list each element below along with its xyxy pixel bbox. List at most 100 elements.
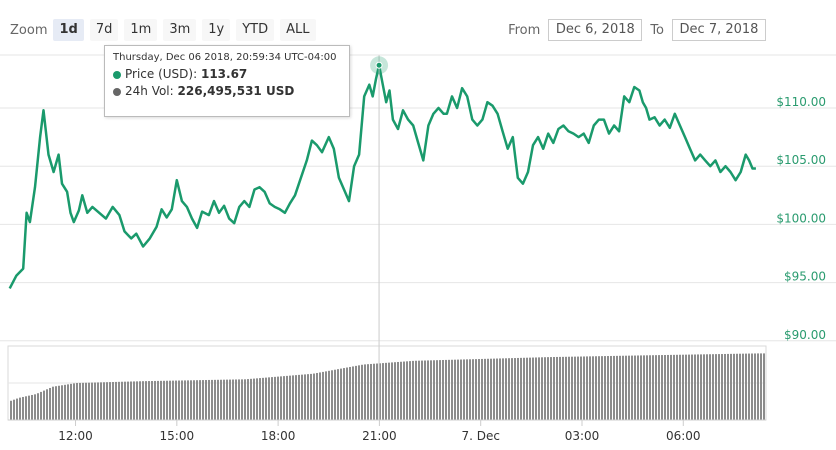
tooltip-price-row: Price (USD): 113.67 <box>113 66 341 83</box>
volume-bar <box>406 361 408 420</box>
volume-bar <box>268 377 270 420</box>
volume-bar <box>31 394 33 420</box>
volume-bar <box>271 377 273 420</box>
volume-bar <box>10 400 12 420</box>
volume-bar <box>478 359 480 420</box>
volume-bar <box>289 375 291 420</box>
volume-bar <box>475 359 477 420</box>
zoom-1m-button[interactable]: 1m <box>124 19 158 41</box>
volume-bar <box>265 377 267 420</box>
volume-bar <box>760 353 762 420</box>
volume-bar <box>43 390 45 420</box>
volume-bar <box>490 358 492 420</box>
date-range: From To <box>500 19 766 41</box>
volume-bar <box>382 363 384 420</box>
volume-bar <box>607 356 609 420</box>
volume-bar <box>76 382 78 420</box>
volume-bar <box>505 358 507 420</box>
volume-bar <box>436 360 438 420</box>
tooltip-date: Thursday, Dec 06 2018, 20:59:34 UTC-04:0… <box>113 52 337 63</box>
volume-bar <box>700 354 702 420</box>
zoom-1d-button[interactable]: 1d <box>53 19 84 41</box>
volume-bar <box>748 353 750 420</box>
volume-bar <box>460 359 462 420</box>
volume-bar <box>529 357 531 420</box>
volume-bar <box>349 366 351 420</box>
volume-bars <box>7 345 767 421</box>
volume-bar <box>577 356 579 420</box>
from-date-input[interactable] <box>548 19 643 41</box>
volume-bar <box>322 371 324 420</box>
volume-bar <box>499 358 501 420</box>
volume-bar <box>19 397 21 420</box>
volume-bar <box>58 385 60 420</box>
volume-bar <box>202 380 204 420</box>
volume-bar <box>208 379 210 420</box>
volume-bar <box>109 382 111 420</box>
volume-bar <box>346 367 348 420</box>
volume-bar <box>730 353 732 420</box>
zoom-ytd-button[interactable]: YTD <box>236 19 275 41</box>
volume-bar <box>727 353 729 420</box>
volume-bar <box>706 354 708 420</box>
volume-bar <box>415 360 417 420</box>
volume-bar <box>88 382 90 420</box>
volume-bar <box>394 362 396 420</box>
volume-bar <box>295 375 297 420</box>
volume-bar <box>94 382 96 420</box>
price-series-line <box>8 64 756 289</box>
volume-bar <box>511 358 513 420</box>
volume-bar <box>70 383 72 420</box>
volume-bar <box>361 364 363 420</box>
volume-bar <box>754 353 756 420</box>
zoom-1y-button[interactable]: 1y <box>202 19 231 41</box>
volume-bar <box>370 363 372 420</box>
volume-bar <box>625 355 627 420</box>
volume-bar <box>568 356 570 420</box>
volume-bar <box>661 355 663 420</box>
volume-bar <box>619 355 621 420</box>
volume-bar <box>229 379 231 420</box>
volume-bar <box>592 356 594 420</box>
volume-bar <box>211 379 213 420</box>
volume-bar <box>427 360 429 420</box>
x-tick-label: 18:00 <box>261 429 296 443</box>
volume-bar <box>757 353 759 420</box>
volume-bar <box>532 357 534 420</box>
x-tick-label: 21:00 <box>362 429 397 443</box>
volume-bar <box>538 357 540 420</box>
volume-bar <box>721 354 723 420</box>
volume-bar <box>181 380 183 420</box>
volume-bar <box>328 370 330 420</box>
volume-bar <box>688 354 690 420</box>
volume-bar <box>157 380 159 420</box>
volume-bar <box>550 357 552 420</box>
volume-bar <box>367 364 369 420</box>
volume-bar <box>547 357 549 420</box>
volume-bar <box>595 356 597 420</box>
volume-bar <box>385 362 387 420</box>
volume-bar <box>676 354 678 420</box>
zoom-3m-button[interactable]: 3m <box>163 19 197 41</box>
tooltip-vol-label: 24h Vol: <box>125 84 174 98</box>
volume-bar <box>403 361 405 420</box>
volume-bar <box>526 357 528 420</box>
volume-bar <box>334 369 336 420</box>
x-tick-label: 06:00 <box>666 429 701 443</box>
to-date-input[interactable] <box>672 19 766 41</box>
volume-bar <box>316 372 318 420</box>
volume-bar <box>451 359 453 420</box>
volume-bar <box>277 376 279 420</box>
volume-bar <box>682 354 684 420</box>
zoom-7d-button[interactable]: 7d <box>89 19 119 41</box>
volume-bar <box>391 362 393 420</box>
volume-bar <box>301 374 303 420</box>
volume-bar <box>667 354 669 420</box>
zoom-all-button[interactable]: ALL <box>280 19 316 41</box>
volume-bar <box>166 380 168 420</box>
x-axis: 12:00 15:00 18:00 21:00 7. Dec 03:00 06:00 <box>8 419 766 443</box>
volume-bar <box>742 353 744 420</box>
volume-bar <box>691 354 693 420</box>
volume-bar <box>487 358 489 420</box>
